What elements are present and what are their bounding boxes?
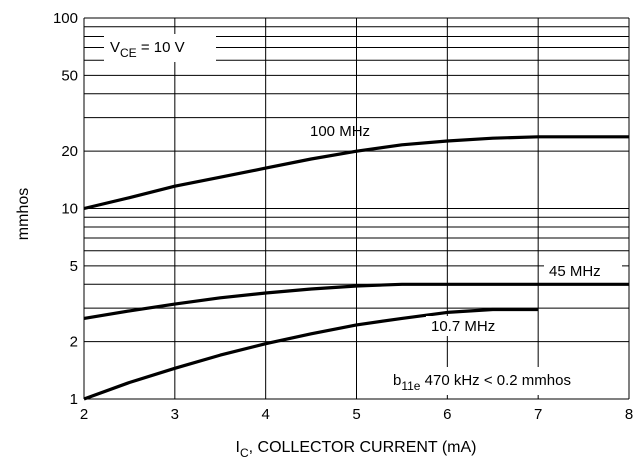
x-tick-label: 7 [534, 406, 542, 423]
note-label-bg [388, 367, 628, 395]
y-tick-label: 10 [61, 201, 78, 218]
series-label: 45 MHz [549, 263, 601, 280]
y-tick-label: 2 [70, 334, 78, 351]
y-tick-label: 5 [70, 258, 78, 275]
series-label-bg [426, 316, 532, 336]
note-label-main: b [393, 372, 401, 389]
x-axis-label: IC, COLLECTOR CURRENT (mA) [236, 439, 477, 460]
grid [83, 17, 630, 400]
series-line-45-mhz [83, 282, 629, 320]
x-tick-label: 4 [261, 406, 269, 423]
annotations: 100 MHz 45 MHz 10.7 MHz [310, 123, 622, 336]
y-tick-label: 20 [61, 143, 78, 160]
series-label: 100 MHz [310, 123, 370, 140]
condition-label-main: V [110, 39, 120, 56]
series-label: 10.7 MHz [431, 318, 495, 335]
x-tick-label: 8 [625, 406, 633, 423]
x-tick-label: 3 [171, 406, 179, 423]
note-label-sub: 11e [401, 379, 420, 393]
condition-label-sub: CE [120, 46, 137, 60]
x-tick-label: 2 [80, 406, 88, 423]
series-line-10-7-mhz [83, 307, 539, 401]
y-tick-label: 50 [61, 67, 78, 84]
condition-label-bg [104, 34, 216, 62]
x-axis-label-main: I [236, 439, 240, 456]
series-label-bg [544, 260, 622, 282]
x-axis-label-sub: C [240, 446, 249, 460]
series-line-100-mhz [83, 135, 629, 211]
condition-label-rest: = 10 V [137, 39, 185, 56]
y-axis-label: mmhos [15, 188, 32, 240]
x-tick-label: 5 [352, 406, 360, 423]
note-label-rest: 470 kHz < 0.2 mmhos [420, 372, 570, 389]
note-label: b11e 470 kHz < 0.2 mmhos [393, 372, 571, 393]
condition-label: VCE = 10 V [110, 39, 185, 60]
x-tick-label: 6 [443, 406, 451, 423]
y-tick-label: 1 [70, 391, 78, 408]
y-tick-label: 100 [53, 10, 78, 27]
series-group [83, 135, 629, 401]
x-axis-label-rest: , COLLECTOR CURRENT (mA) [249, 439, 477, 456]
